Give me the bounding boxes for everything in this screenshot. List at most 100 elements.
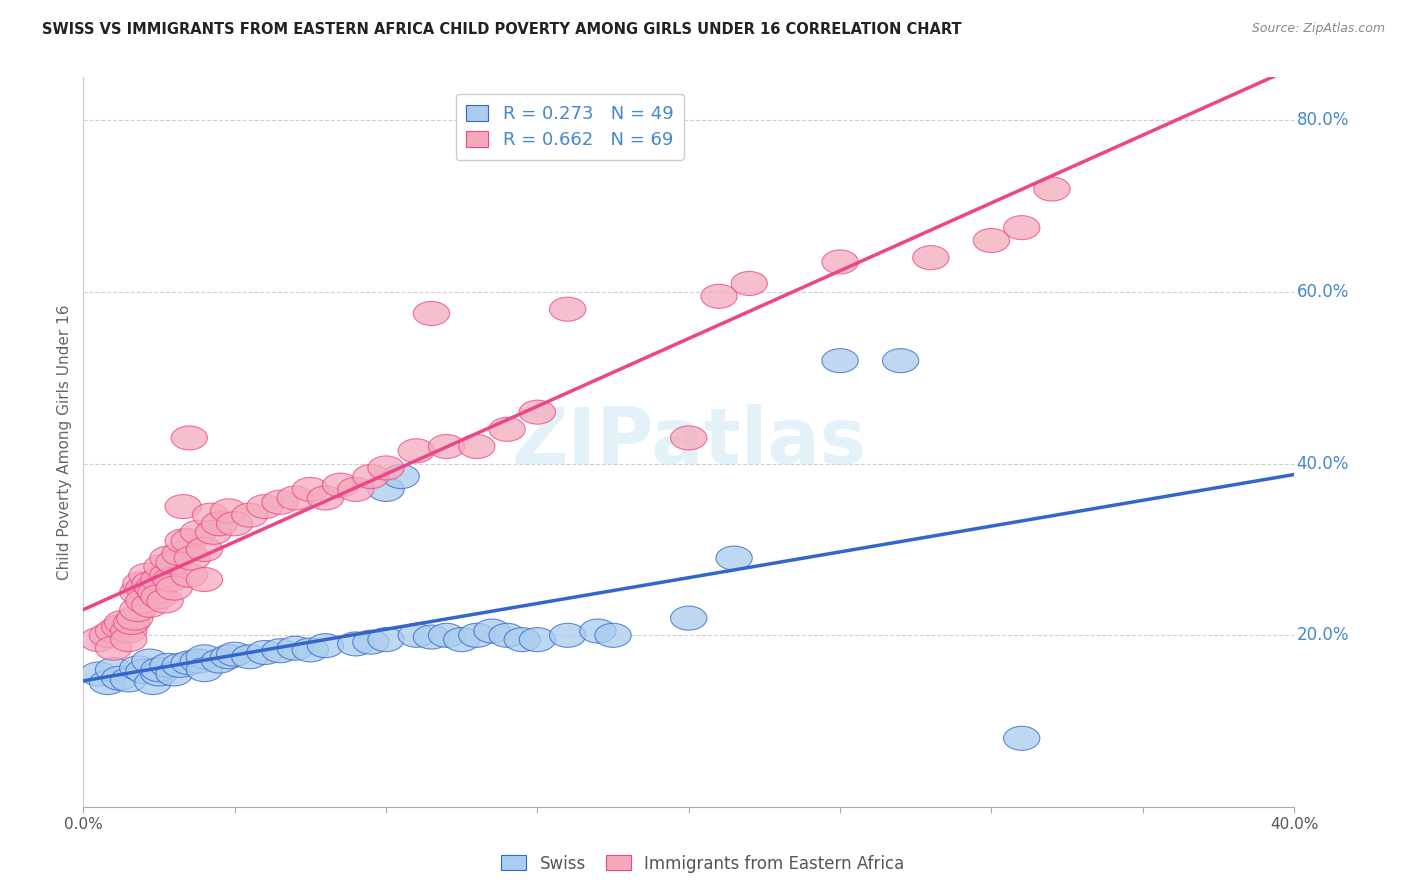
- Ellipse shape: [519, 401, 555, 425]
- Ellipse shape: [132, 572, 169, 596]
- Ellipse shape: [519, 628, 555, 652]
- Ellipse shape: [186, 657, 222, 681]
- Ellipse shape: [308, 486, 343, 510]
- Ellipse shape: [180, 520, 217, 544]
- Ellipse shape: [883, 349, 918, 373]
- Ellipse shape: [368, 456, 404, 480]
- Ellipse shape: [443, 628, 479, 652]
- Ellipse shape: [277, 636, 314, 660]
- Ellipse shape: [262, 491, 298, 515]
- Ellipse shape: [458, 624, 495, 648]
- Ellipse shape: [337, 477, 374, 501]
- Ellipse shape: [308, 633, 343, 657]
- Ellipse shape: [292, 638, 329, 662]
- Ellipse shape: [211, 645, 247, 669]
- Ellipse shape: [101, 666, 138, 690]
- Ellipse shape: [135, 671, 172, 695]
- Ellipse shape: [671, 425, 707, 450]
- Ellipse shape: [141, 567, 177, 591]
- Ellipse shape: [117, 607, 153, 630]
- Ellipse shape: [90, 624, 125, 648]
- Ellipse shape: [823, 250, 858, 274]
- Ellipse shape: [146, 589, 183, 613]
- Ellipse shape: [156, 550, 193, 574]
- Ellipse shape: [368, 628, 404, 652]
- Ellipse shape: [96, 636, 132, 660]
- Text: 40.0%: 40.0%: [1296, 455, 1348, 473]
- Ellipse shape: [262, 639, 298, 663]
- Y-axis label: Child Poverty Among Girls Under 16: Child Poverty Among Girls Under 16: [58, 304, 72, 580]
- Ellipse shape: [162, 653, 198, 677]
- Ellipse shape: [186, 645, 222, 669]
- Ellipse shape: [180, 649, 217, 673]
- Ellipse shape: [398, 439, 434, 463]
- Ellipse shape: [172, 529, 208, 553]
- Ellipse shape: [217, 642, 253, 666]
- Ellipse shape: [382, 465, 419, 489]
- Ellipse shape: [153, 567, 190, 591]
- Ellipse shape: [114, 610, 150, 634]
- Ellipse shape: [156, 662, 193, 686]
- Text: ZIPatlas: ZIPatlas: [512, 404, 866, 480]
- Ellipse shape: [429, 434, 465, 458]
- Ellipse shape: [150, 653, 186, 677]
- Ellipse shape: [132, 593, 169, 617]
- Ellipse shape: [353, 465, 389, 489]
- Legend: Swiss, Immigrants from Eastern Africa: Swiss, Immigrants from Eastern Africa: [495, 848, 911, 880]
- Ellipse shape: [120, 656, 156, 680]
- Text: 60.0%: 60.0%: [1296, 283, 1348, 301]
- Ellipse shape: [104, 610, 141, 634]
- Ellipse shape: [120, 581, 156, 605]
- Ellipse shape: [150, 563, 186, 587]
- Ellipse shape: [193, 503, 229, 527]
- Ellipse shape: [353, 630, 389, 654]
- Ellipse shape: [201, 512, 238, 536]
- Ellipse shape: [156, 576, 193, 600]
- Ellipse shape: [458, 434, 495, 458]
- Ellipse shape: [141, 662, 177, 686]
- Ellipse shape: [165, 529, 201, 553]
- Ellipse shape: [165, 494, 201, 518]
- Ellipse shape: [120, 598, 156, 622]
- Ellipse shape: [413, 301, 450, 326]
- Ellipse shape: [111, 619, 146, 643]
- Text: 20.0%: 20.0%: [1296, 626, 1350, 644]
- Ellipse shape: [232, 503, 269, 527]
- Ellipse shape: [111, 668, 146, 692]
- Ellipse shape: [398, 624, 434, 648]
- Ellipse shape: [429, 624, 465, 648]
- Ellipse shape: [489, 417, 526, 442]
- Ellipse shape: [579, 619, 616, 643]
- Ellipse shape: [195, 520, 232, 544]
- Text: SWISS VS IMMIGRANTS FROM EASTERN AFRICA CHILD POVERTY AMONG GIRLS UNDER 16 CORRE: SWISS VS IMMIGRANTS FROM EASTERN AFRICA …: [42, 22, 962, 37]
- Ellipse shape: [505, 628, 540, 652]
- Ellipse shape: [129, 563, 165, 587]
- Ellipse shape: [186, 567, 222, 591]
- Ellipse shape: [80, 628, 117, 652]
- Text: Source: ZipAtlas.com: Source: ZipAtlas.com: [1251, 22, 1385, 36]
- Ellipse shape: [186, 538, 222, 561]
- Ellipse shape: [232, 645, 269, 669]
- Ellipse shape: [716, 546, 752, 570]
- Ellipse shape: [90, 671, 125, 695]
- Legend: R = 0.273   N = 49, R = 0.662   N = 69: R = 0.273 N = 49, R = 0.662 N = 69: [456, 94, 685, 160]
- Ellipse shape: [247, 640, 283, 665]
- Ellipse shape: [141, 657, 177, 681]
- Ellipse shape: [550, 297, 586, 321]
- Ellipse shape: [700, 285, 737, 309]
- Ellipse shape: [141, 584, 177, 608]
- Ellipse shape: [912, 245, 949, 269]
- Ellipse shape: [292, 477, 329, 501]
- Text: 80.0%: 80.0%: [1296, 112, 1348, 129]
- Ellipse shape: [96, 619, 132, 643]
- Ellipse shape: [337, 632, 374, 656]
- Ellipse shape: [211, 499, 247, 523]
- Ellipse shape: [671, 607, 707, 630]
- Ellipse shape: [973, 228, 1010, 252]
- Ellipse shape: [143, 555, 180, 579]
- Ellipse shape: [247, 494, 283, 518]
- Ellipse shape: [150, 546, 186, 570]
- Ellipse shape: [132, 649, 169, 673]
- Ellipse shape: [1004, 726, 1040, 750]
- Ellipse shape: [162, 541, 198, 566]
